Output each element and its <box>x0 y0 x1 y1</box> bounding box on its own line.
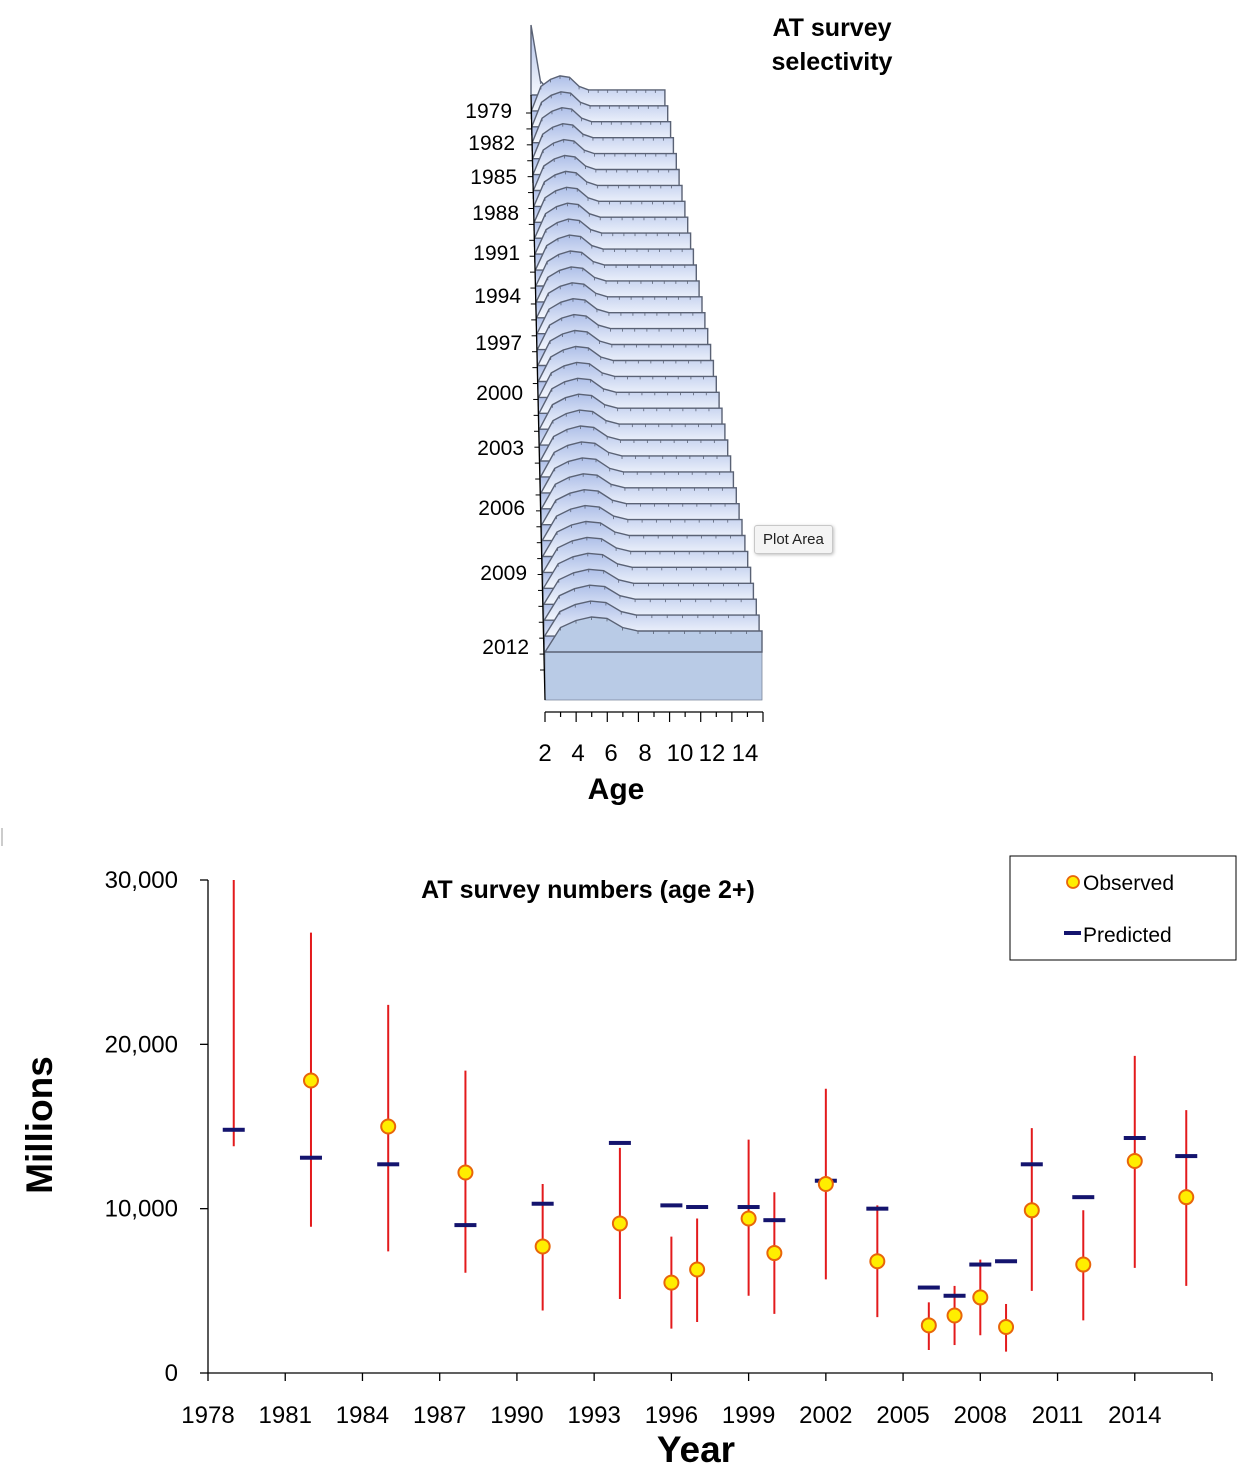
predicted-mark <box>763 1218 786 1223</box>
observed-point <box>663 1274 680 1291</box>
age-tick-label: 10 <box>667 740 694 767</box>
year-tick-label: 1979 <box>465 100 512 123</box>
observed-point <box>740 1210 757 1227</box>
plot-area-tooltip: Plot Area <box>754 525 833 554</box>
predicted-mark <box>531 1201 554 1206</box>
year-tick-label: 2003 <box>477 437 524 460</box>
year-tick-label: 1982 <box>468 132 515 155</box>
x-axis: 1978 1981 1984 1987 1990 1993 1996 1999 2002 2005… <box>181 1372 1213 1429</box>
x-tick-label: 1990 <box>490 1402 543 1429</box>
error-bars <box>232 880 1188 1352</box>
observed-point <box>1126 1153 1143 1170</box>
predicted-mark <box>299 1155 322 1160</box>
age-tick-label: 14 <box>732 740 759 767</box>
year-axis: 1979 1982 1985 1988 1991 1994 1997 2000 2003 2006… <box>465 94 546 701</box>
predicted-mark <box>1175 1154 1198 1159</box>
legend-predicted-label: Predicted <box>1083 924 1172 947</box>
observed-point <box>380 1118 397 1135</box>
year-tick-label: 2006 <box>478 497 525 520</box>
x-tick-label: 1987 <box>413 1402 466 1429</box>
age-tick-label: 6 <box>604 740 617 767</box>
predicted-marks <box>222 1127 1198 1298</box>
year-tick-label: 1994 <box>474 285 521 308</box>
predicted-mark <box>1072 1195 1095 1200</box>
observed-point <box>1178 1189 1195 1206</box>
predicted-mark <box>737 1205 760 1210</box>
observed-points <box>302 1072 1195 1335</box>
legend-observed-marker <box>1066 875 1080 889</box>
observed-point <box>611 1215 628 1232</box>
y-tick-label: 10,000 <box>105 1196 178 1223</box>
predicted-mark <box>377 1162 400 1167</box>
year-tick-label: 1988 <box>472 202 519 225</box>
observed-point <box>946 1307 963 1324</box>
selectivity-title-line1: AT survey <box>772 14 891 42</box>
year-tick-label: 2009 <box>480 562 527 585</box>
x-tick-label: 2008 <box>954 1402 1007 1429</box>
year-tick-label: 1991 <box>473 242 520 265</box>
x-tick-label: 1996 <box>645 1402 698 1429</box>
predicted-mark <box>943 1293 966 1298</box>
observed-point <box>1075 1256 1092 1273</box>
observed-point <box>869 1253 886 1270</box>
predicted-mark <box>454 1223 477 1228</box>
age-tick-label: 8 <box>638 740 651 767</box>
predicted-mark <box>917 1285 940 1290</box>
selectivity-ribbons <box>530 24 763 701</box>
age-axis: 2 4 6 8 10 12 14 <box>538 711 764 767</box>
year-tick-label: 1997 <box>475 332 522 355</box>
y-tick-label: 20,000 <box>105 1031 178 1058</box>
age-tick-label: 4 <box>571 740 584 767</box>
age-tick-label: 2 <box>538 740 551 767</box>
predicted-mark <box>866 1206 889 1211</box>
legend-observed-label: Observed <box>1083 872 1174 895</box>
year-tick-label: 2000 <box>476 382 523 405</box>
legend-predicted-marker <box>1064 931 1081 935</box>
x-tick-label: 1981 <box>259 1402 312 1429</box>
selectivity-chart: AT survey selectivity 197919821985198819… <box>465 14 893 806</box>
observed-point <box>972 1289 989 1306</box>
legend: Observed Predicted <box>1009 855 1237 961</box>
x-tick-label: 2011 <box>1032 1402 1084 1429</box>
x-tick-label: 1984 <box>336 1402 389 1429</box>
y-tick-label: 30,000 <box>105 867 178 894</box>
observed-point <box>689 1261 706 1278</box>
predicted-mark <box>660 1203 683 1208</box>
x-tick-label: 2014 <box>1108 1402 1161 1429</box>
y-axis-label: Millions <box>19 1056 60 1194</box>
observed-point <box>534 1238 551 1255</box>
observed-point <box>817 1176 834 1193</box>
selectivity-title-line2: selectivity <box>772 48 893 76</box>
y-tick-label: 0 <box>165 1360 178 1387</box>
predicted-mark <box>1020 1162 1043 1167</box>
predicted-mark <box>608 1140 631 1145</box>
predicted-mark <box>222 1127 245 1132</box>
observed-point <box>1023 1202 1040 1219</box>
age-tick-label: 12 <box>699 740 726 767</box>
selectivity-ribbon <box>543 616 763 701</box>
x-tick-label: 2002 <box>799 1402 852 1429</box>
year-tick-label: 2012 <box>482 636 529 659</box>
observed-point <box>998 1318 1015 1335</box>
year-tick-label: 1985 <box>470 166 517 189</box>
legend-box <box>1009 855 1237 961</box>
predicted-mark <box>995 1259 1018 1264</box>
x-axis-label: Year <box>657 1429 735 1467</box>
x-tick-label: 1993 <box>567 1402 620 1429</box>
predicted-mark <box>1123 1136 1146 1141</box>
observed-point <box>766 1245 783 1262</box>
observed-point <box>457 1164 474 1181</box>
survey-chart-title: AT survey numbers (age 2+) <box>421 876 755 904</box>
y-axis: 0 10,000 20,000 30,000 <box>105 867 209 1387</box>
observed-point <box>920 1317 937 1334</box>
x-tick-label: 1999 <box>722 1402 775 1429</box>
predicted-mark <box>969 1262 992 1267</box>
observed-point <box>302 1072 319 1089</box>
x-tick-label: 2005 <box>876 1402 929 1429</box>
x-tick-label: 1978 <box>181 1402 234 1429</box>
predicted-mark <box>686 1205 709 1210</box>
age-axis-label: Age <box>588 773 645 806</box>
predicted-mark <box>814 1178 837 1183</box>
